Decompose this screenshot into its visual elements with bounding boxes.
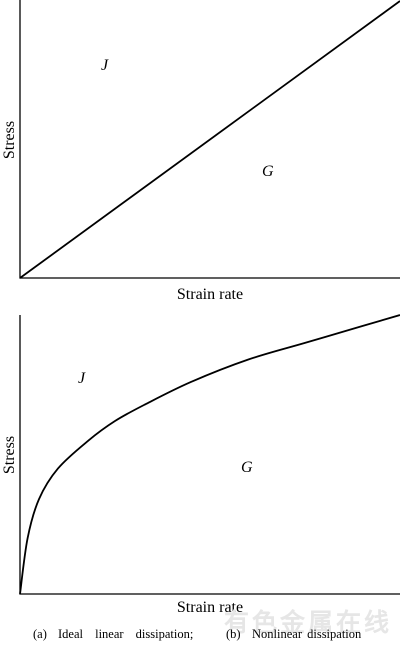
- caption-text-a: Ideal linear dissipation;: [58, 627, 194, 641]
- panel-a-xlabel: Strain rate: [177, 286, 243, 303]
- watermark-logo: 有色金属在线: [223, 608, 392, 637]
- panel-b-region-g: G: [241, 459, 253, 476]
- panel-a: J G Strain rate Stress: [1, 0, 400, 303]
- panel-a-region-j: J: [101, 57, 109, 74]
- panel-b-region-j: J: [78, 370, 86, 387]
- panel-b-xlabel: Strain rate: [177, 599, 243, 616]
- caption-text-b: Nonlinear dissipation: [252, 627, 362, 641]
- panel-a-ylabel: Stress: [1, 121, 18, 159]
- panel-b-axes: [19, 315, 400, 595]
- panel-b-curve: [19, 314, 400, 595]
- caption-part-b: (b): [226, 627, 241, 641]
- caption-part-a: (a): [33, 627, 47, 641]
- panel-b: J G Strain rate Stress: [1, 314, 400, 616]
- panel-b-ylabel: Stress: [1, 436, 18, 474]
- panel-a-line: [19, 0, 400, 279]
- panel-a-region-g: G: [262, 163, 274, 180]
